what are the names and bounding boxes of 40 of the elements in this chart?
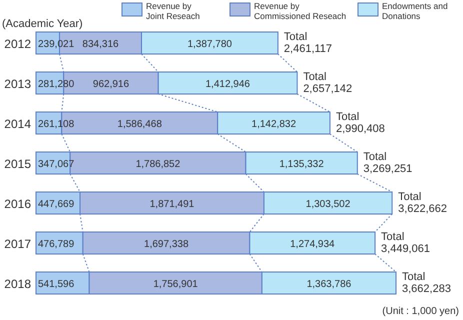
data-label: 1,697,338 [144,239,189,250]
total-label: Total 3,449,061 [381,231,430,255]
total-label: Total 3,622,662 [398,191,448,215]
y-tick-label: 2018 [4,277,32,291]
data-label: 1,412,946 [206,79,250,90]
data-label: 1,786,852 [136,159,181,170]
annotation: (Academic Year) [2,18,83,30]
text: (Unit : 1,000 yen) [382,306,459,317]
data-label: 1,135,332 [279,159,324,170]
y-tick-label: 2013 [4,77,32,91]
data-label: 1,363,786 [306,279,352,290]
data-label: 1,274,934 [290,239,336,250]
data-label: 476,789 [38,239,75,250]
legend-label: Endowments and Donations [382,1,448,21]
data-label: 1,586,468 [117,119,162,130]
data-label: 281,280 [38,79,75,90]
data-label: 962,916 [92,79,130,90]
data-label: 1,756,901 [153,279,198,290]
total-label: Total 2,990,408 [336,111,385,135]
data-label: 261,108 [38,119,75,130]
y-tick-label: 2017 [4,237,32,251]
y-tick-label: 2014 [4,117,32,131]
total-label: Total 2,461,117 [284,31,332,55]
legend-label: Revenue by Commissioned Reseach [254,1,346,21]
data-label: 1,142,832 [252,119,296,130]
legend-label: Revenue by Joint Reseach [146,1,200,21]
y-tick-label: 2015 [4,157,32,171]
total-label: Total 2,657,142 [303,71,352,95]
data-label: 1,303,502 [306,199,351,210]
data-label: 239,021 [38,39,75,50]
y-tick-label: 2012 [4,37,32,51]
total-label: Total 3,269,251 [363,151,412,175]
y-tick-label: 2016 [4,197,32,211]
data-label: 541,596 [38,279,75,290]
total-label: Total 3,662,283 [402,271,451,295]
data-label: 347,067 [38,159,75,170]
data-label: 1,871,491 [150,199,195,210]
data-label: 447,669 [38,199,75,210]
data-label: 1,387,780 [187,39,232,50]
data-label: 834,316 [82,39,120,50]
